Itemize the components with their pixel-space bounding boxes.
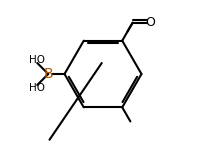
Text: B: B	[43, 67, 53, 81]
Text: O: O	[146, 16, 156, 29]
Text: HO: HO	[28, 55, 44, 65]
Text: HO: HO	[28, 83, 44, 93]
